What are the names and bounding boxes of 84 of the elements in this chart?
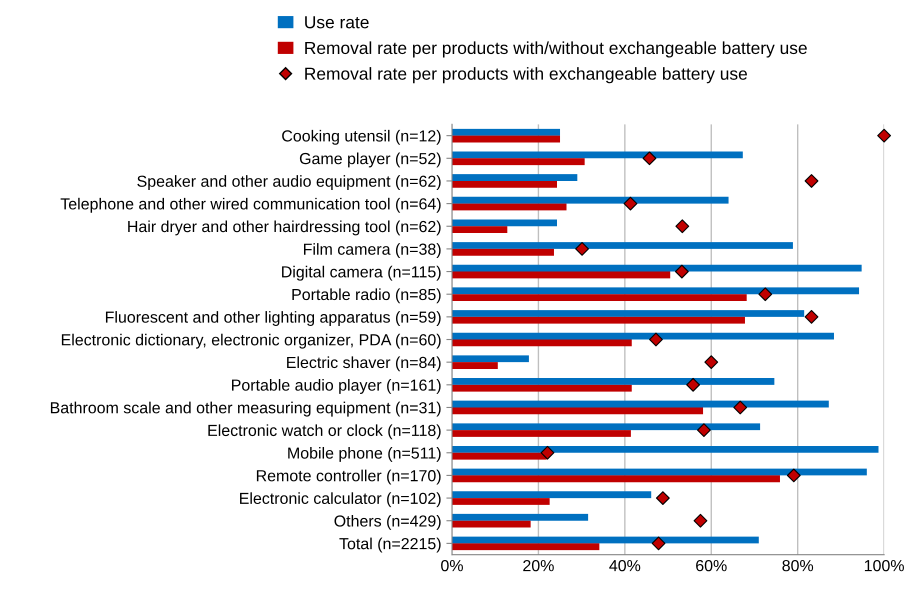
y-tick-label: Electronic calculator (n=102) <box>240 492 441 508</box>
bar <box>452 400 829 408</box>
bar <box>452 475 780 482</box>
bar <box>452 536 759 544</box>
x-tick-label: 80% <box>782 560 814 572</box>
bar <box>452 378 774 385</box>
bar <box>452 158 585 166</box>
bar <box>452 248 554 256</box>
bar <box>452 446 878 453</box>
bar <box>452 520 531 528</box>
y-tick-label: Electronic watch or clock (n=118) <box>208 424 441 440</box>
point <box>786 468 801 482</box>
bar <box>452 468 867 476</box>
point <box>733 400 748 414</box>
x-tick-label: 40% <box>609 560 640 572</box>
y-tick-label: Others (n=429) <box>334 514 441 530</box>
point <box>540 446 554 460</box>
y-tick-label: Hair dryer and other hairdressing tool (n=62) <box>128 220 441 236</box>
point <box>674 264 689 278</box>
bar <box>452 196 729 204</box>
point <box>675 219 690 234</box>
x-tick-label: 60% <box>696 560 727 572</box>
y-tick-label: Portable audio player (n=161) <box>232 379 441 394</box>
point <box>656 491 670 505</box>
y-tick-label: Telephone and other wired communication tool (n=64) <box>60 198 441 213</box>
legend-label: Removal rate per products with/without exchangeable battery use <box>305 41 807 58</box>
legend-label: Use rate <box>305 16 369 28</box>
bar <box>452 152 743 158</box>
y-tick-label: Speaker and other audio equipment (n=62) <box>137 175 441 190</box>
point <box>686 378 700 392</box>
y-tick-label: Game player (n=52) <box>300 152 441 168</box>
bar <box>452 219 558 226</box>
bar <box>452 128 560 136</box>
bar <box>452 355 529 362</box>
point <box>642 151 656 166</box>
bar <box>452 498 550 505</box>
bar <box>452 204 567 210</box>
point <box>694 514 708 528</box>
bar <box>452 287 860 294</box>
bar <box>452 180 558 188</box>
point <box>624 196 638 211</box>
y-tick-label: Digital camera (n=115) <box>282 266 441 281</box>
point <box>575 242 589 256</box>
bar <box>452 264 862 272</box>
point <box>649 332 663 346</box>
bar <box>452 423 760 430</box>
bar <box>452 430 631 437</box>
point <box>704 355 718 370</box>
bar <box>452 136 560 142</box>
y-tick-label: Cooking utensil (n=12) <box>282 130 441 145</box>
bar <box>452 174 578 181</box>
bar <box>452 316 745 324</box>
y-tick-label: Fluorescent and other lighting apparatus (n=59) <box>106 311 441 326</box>
point <box>804 174 818 188</box>
point <box>877 128 892 143</box>
point <box>697 423 711 438</box>
bar <box>452 407 704 414</box>
bar <box>452 362 498 369</box>
bar <box>452 332 834 340</box>
y-tick-label: Total (n=2215) <box>339 538 441 552</box>
bar <box>452 226 508 234</box>
x-tick-label: 20% <box>523 560 554 572</box>
y-tick-label: Film camera (n=38) <box>304 243 441 258</box>
bar <box>452 491 652 498</box>
x-tick-label: 100% <box>864 560 904 572</box>
y-tick-label: Remote controller (n=170) <box>256 470 441 485</box>
y-tick-label: Bathroom scale and other measuring equipment (n=31) <box>50 402 441 417</box>
bar <box>452 242 793 249</box>
y-tick-label: Electronic dictionary, electronic organizer, PDA (n=60) <box>62 334 441 349</box>
point <box>652 536 666 550</box>
bar <box>452 543 600 550</box>
bar <box>452 384 632 392</box>
bar <box>452 294 747 302</box>
bar <box>452 310 804 317</box>
point <box>804 310 818 324</box>
point <box>758 287 772 302</box>
legend-label: Removal rate per products with exchangeable battery use <box>305 67 747 84</box>
y-tick-label: Mobile phone (n=511) <box>288 446 441 462</box>
y-tick-label: Portable radio (n=85) <box>292 288 441 304</box>
y-tick-label: Electric shaver (n=84) <box>287 356 441 372</box>
bar <box>452 340 632 346</box>
bar <box>452 514 588 521</box>
bar <box>452 272 670 278</box>
x-tick-label: 0% <box>441 560 463 572</box>
